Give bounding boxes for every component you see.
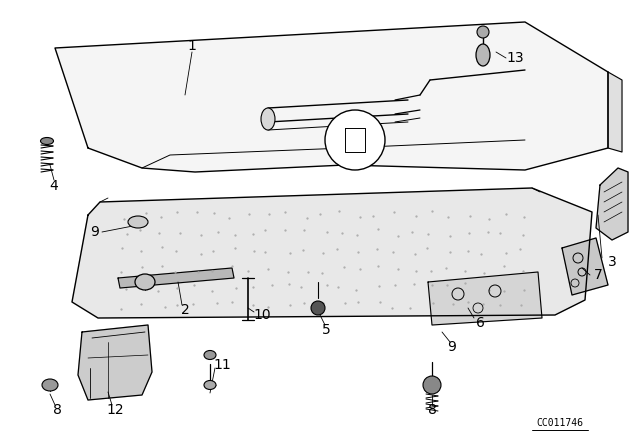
Polygon shape (428, 272, 542, 325)
Text: 7: 7 (594, 268, 602, 282)
Text: 1: 1 (188, 39, 196, 53)
Polygon shape (608, 72, 622, 152)
Ellipse shape (204, 380, 216, 389)
Text: 9: 9 (447, 340, 456, 354)
Circle shape (311, 301, 325, 315)
Text: 12: 12 (106, 403, 124, 417)
Polygon shape (55, 22, 608, 172)
Text: 2: 2 (180, 303, 189, 317)
Circle shape (477, 26, 489, 38)
Text: 3: 3 (607, 255, 616, 269)
Text: 11: 11 (213, 358, 231, 372)
Ellipse shape (128, 216, 148, 228)
Text: 8: 8 (428, 403, 436, 417)
Circle shape (325, 110, 385, 170)
Polygon shape (72, 188, 592, 318)
Ellipse shape (42, 379, 58, 391)
Ellipse shape (135, 274, 155, 290)
Polygon shape (118, 268, 234, 288)
Text: 10: 10 (253, 308, 271, 322)
Text: 6: 6 (476, 316, 484, 330)
Ellipse shape (476, 44, 490, 66)
Ellipse shape (40, 138, 54, 145)
Ellipse shape (204, 350, 216, 359)
Text: 9: 9 (91, 225, 99, 239)
Text: 4: 4 (50, 179, 58, 193)
Text: 13: 13 (506, 51, 524, 65)
Text: 5: 5 (322, 323, 330, 337)
Circle shape (423, 376, 441, 394)
Polygon shape (78, 325, 152, 400)
Text: CC011746: CC011746 (536, 418, 584, 428)
Ellipse shape (261, 108, 275, 130)
Text: 8: 8 (52, 403, 61, 417)
Polygon shape (562, 238, 608, 295)
Polygon shape (596, 168, 628, 240)
